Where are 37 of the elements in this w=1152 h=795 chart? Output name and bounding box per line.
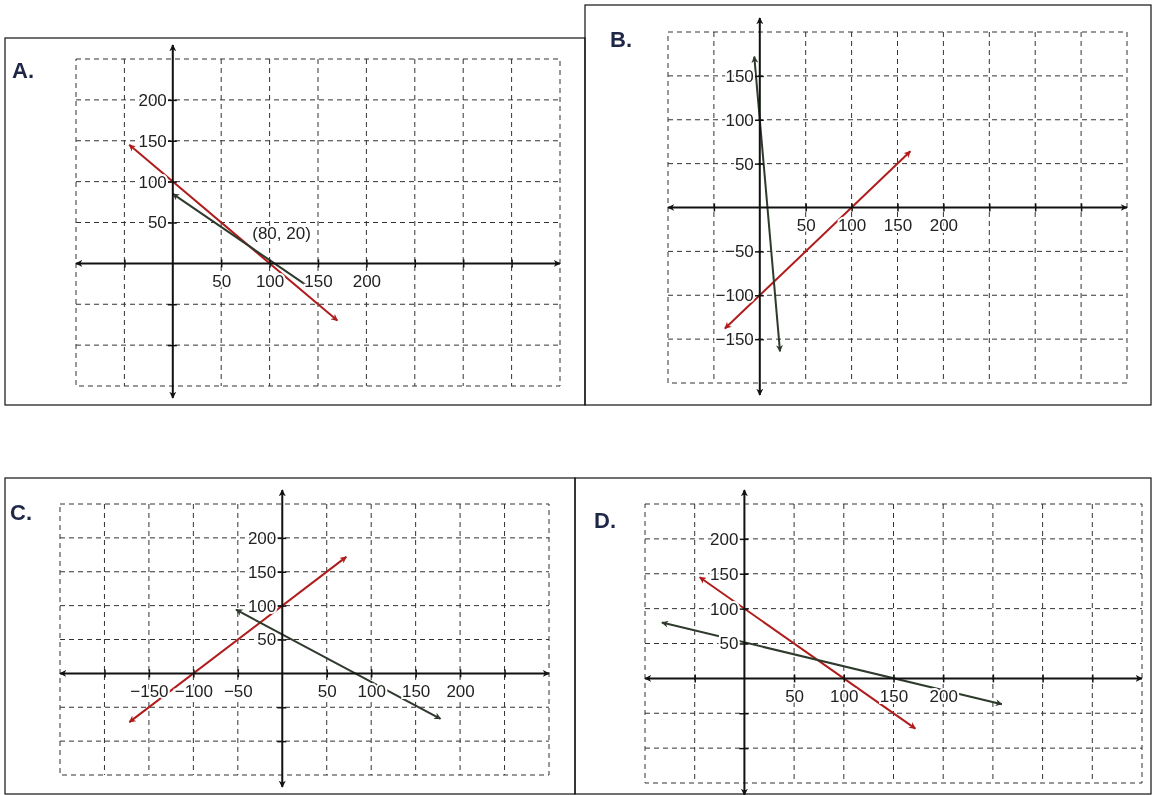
x-tick-label: 200: [446, 681, 475, 701]
x-tick-label: 200: [929, 686, 958, 706]
x-tick-label: 50: [785, 686, 805, 706]
x-tick-label: 150: [304, 271, 333, 291]
y-tick-label: 100: [710, 599, 739, 619]
x-tick-label: 50: [212, 271, 232, 291]
y-tick-label: 200: [710, 529, 739, 549]
y-tick-label: 150: [725, 66, 754, 86]
x-tick-label: −50: [223, 681, 253, 701]
y-tick-label: 100: [138, 172, 167, 192]
chart-title: C.: [10, 500, 32, 525]
chart-title: D.: [594, 508, 616, 533]
y-tick-label: 200: [247, 528, 277, 548]
x-tick-label: 100: [837, 215, 867, 235]
annotation: (80, 20): [252, 224, 311, 244]
x-tick-label: 200: [352, 271, 382, 291]
x-tick-label: 150: [883, 215, 913, 235]
x-tick-label: 100: [830, 686, 859, 706]
x-tick-label: 100: [357, 681, 386, 701]
x-tick-label: 150: [401, 681, 431, 701]
chart-title: B.: [610, 27, 632, 52]
y-tick-label: −150: [715, 330, 754, 350]
y-tick-label: 150: [138, 131, 167, 151]
x-tick-label: 150: [879, 686, 909, 706]
y-tick-label: 150: [710, 564, 739, 584]
x-tick-label: 200: [929, 215, 959, 235]
chart-title: A.: [12, 58, 34, 83]
y-tick-label: −100: [715, 286, 754, 306]
x-tick-label: −100: [174, 681, 214, 701]
y-tick-label: 50: [734, 154, 754, 174]
y-tick-label: 100: [725, 110, 754, 130]
y-tick-label: 200: [138, 90, 167, 110]
x-tick-label: 50: [317, 681, 337, 701]
y-tick-label: −50: [724, 242, 754, 262]
y-tick-label: 50: [257, 630, 277, 650]
y-tick-label: 150: [247, 562, 277, 582]
x-tick-label: 50: [796, 215, 816, 235]
